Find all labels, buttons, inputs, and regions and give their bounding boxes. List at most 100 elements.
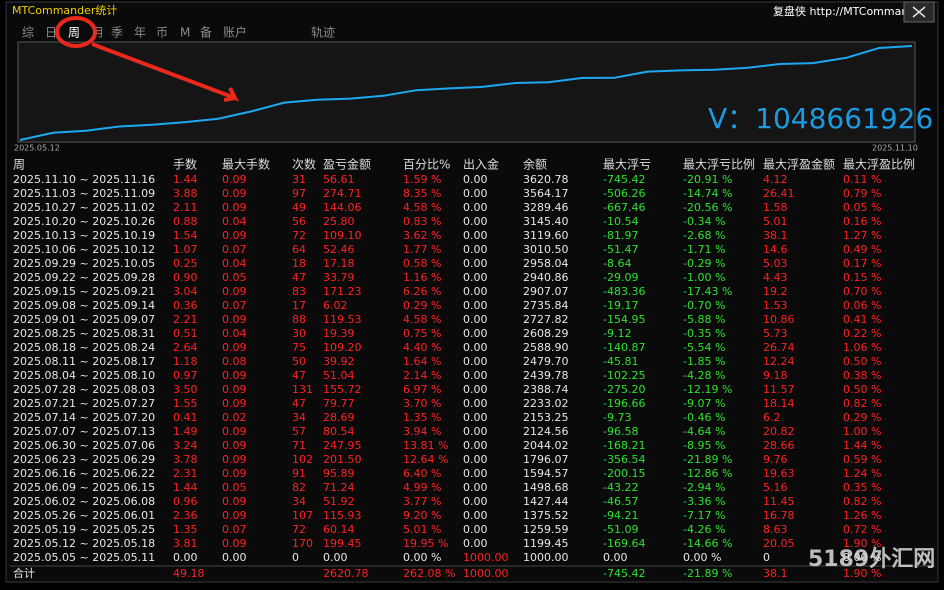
cell: 0.90: [173, 271, 198, 284]
cell: 19.63: [763, 467, 795, 480]
cell: 0.38 %: [843, 369, 881, 382]
cell: -17.43 %: [683, 285, 732, 298]
cell: 2025.11.03 ~ 2025.11.09: [13, 187, 155, 200]
cell: 0.00: [173, 551, 198, 564]
tab[interactable]: 日: [45, 26, 57, 40]
cell: 17: [292, 299, 306, 312]
equity-line: [19, 45, 913, 141]
cell: 1.24 %: [843, 467, 881, 480]
cell: 3.04: [173, 285, 198, 298]
cell: 3.24: [173, 439, 198, 452]
cell: -169.64: [603, 537, 645, 550]
tab[interactable]: 综: [22, 26, 34, 40]
cell: 4.40 %: [403, 341, 441, 354]
cell: 5.01 %: [403, 523, 441, 536]
cell: 0.07: [222, 299, 247, 312]
column-header: 百分比%: [403, 158, 450, 172]
cell: 0.59 %: [843, 453, 881, 466]
cell: 3010.50: [523, 243, 569, 256]
cell: 2025.05.26 ~ 2025.06.01: [13, 509, 155, 522]
cell: 0.00: [463, 313, 488, 326]
tab[interactable]: 年: [134, 26, 146, 40]
chart: 2025.05.12 2025.11.10: [14, 45, 918, 153]
cell: 3.78: [173, 453, 198, 466]
tab[interactable]: 季: [111, 26, 123, 40]
cell: 2025.08.04 ~ 2025.08.10: [13, 369, 155, 382]
tab[interactable]: 备: [200, 26, 212, 40]
cell: 0.50 %: [843, 355, 881, 368]
cell: 0.41: [173, 411, 198, 424]
cell: 2044.02: [523, 439, 569, 452]
cell: 2025.09.22 ~ 2025.09.28: [13, 271, 155, 284]
column-header: 余额: [523, 157, 547, 172]
cell: 64: [292, 243, 306, 256]
cell: 0.00: [463, 523, 488, 536]
cell: 2958.04: [523, 257, 569, 270]
cell: 2.21: [173, 313, 198, 326]
cell: 0.83 %: [403, 215, 441, 228]
cell: 0.07: [222, 243, 247, 256]
cell: 26.41: [763, 187, 795, 200]
cell: 1.44 %: [843, 439, 881, 452]
column-header: 次数: [292, 157, 316, 172]
cell: -3.36 %: [683, 495, 725, 508]
cell: 3.88: [173, 187, 198, 200]
cell: 0.00: [222, 551, 247, 564]
cell: 0.09: [222, 313, 247, 326]
link[interactable]: 复盘侠 http://MTCommander: [773, 4, 927, 18]
cell: 0.00: [463, 355, 488, 368]
cell: 20.82: [763, 425, 795, 438]
cell: 2025.09.29 ~ 2025.10.05: [13, 257, 155, 270]
cell: 0.02: [222, 411, 247, 424]
cell: 47: [292, 271, 306, 284]
cell: 1.35 %: [403, 411, 441, 424]
column-header: 最大浮亏: [603, 158, 651, 172]
cell: 2025.06.02 ~ 2025.06.08: [13, 495, 155, 508]
cell: 171.23: [323, 285, 362, 298]
cell: 0.00: [463, 453, 488, 466]
cell: -0.70 %: [683, 299, 725, 312]
cell: 0.00: [463, 383, 488, 396]
cell: 102: [292, 453, 313, 466]
cell: -8.95 %: [683, 439, 725, 452]
cell: -140.87: [603, 341, 645, 354]
cell: 2025.05.05 ~ 2025.05.11: [13, 551, 155, 564]
cell: -506.26: [603, 187, 645, 200]
cell: 3.94 %: [403, 425, 441, 438]
cell: 0.00: [463, 229, 488, 242]
cell: 5.73: [763, 327, 788, 340]
cell: 2025.08.11 ~ 2025.08.17: [13, 355, 155, 368]
cell: 3.77 %: [403, 495, 441, 508]
cell: 247.95: [323, 439, 362, 452]
cell: 1.07: [173, 243, 198, 256]
column-header: 周: [13, 158, 25, 172]
cell: -4.64 %: [683, 425, 725, 438]
cell: 3289.46: [523, 201, 569, 214]
cell: 1.44: [173, 173, 198, 186]
cell: 2025.11.10 ~ 2025.11.16: [13, 173, 155, 186]
cell: -0.29 %: [683, 257, 725, 270]
tab[interactable]: 轨迹: [311, 26, 335, 40]
cell: 79.77: [323, 397, 355, 410]
cell: 2907.07: [523, 285, 569, 298]
cell: 0.00: [463, 215, 488, 228]
cell: 0.09: [222, 467, 247, 480]
cell: 0.35 %: [843, 481, 881, 494]
cell: 97: [292, 187, 306, 200]
cell: 2025.10.27 ~ 2025.11.02: [13, 201, 155, 214]
cell: 170: [292, 537, 313, 550]
start-date: 2025.05.12: [14, 144, 60, 153]
watermark: 5189外汇网: [808, 546, 935, 572]
cell: 2940.86: [523, 271, 569, 284]
cell: 1.64 %: [403, 355, 441, 368]
cell: 119.53: [323, 313, 362, 326]
tab[interactable]: 币: [156, 26, 168, 40]
tab[interactable]: 周: [68, 26, 80, 40]
tab[interactable]: M: [180, 26, 190, 40]
cell: 1.16 %: [403, 271, 441, 284]
cell: 2025.07.07 ~ 2025.07.13: [13, 425, 155, 438]
cell: -200.15: [603, 467, 645, 480]
cell: -81.97: [603, 229, 638, 242]
tab[interactable]: 账户: [223, 25, 247, 40]
cell: 51.92: [323, 495, 355, 508]
